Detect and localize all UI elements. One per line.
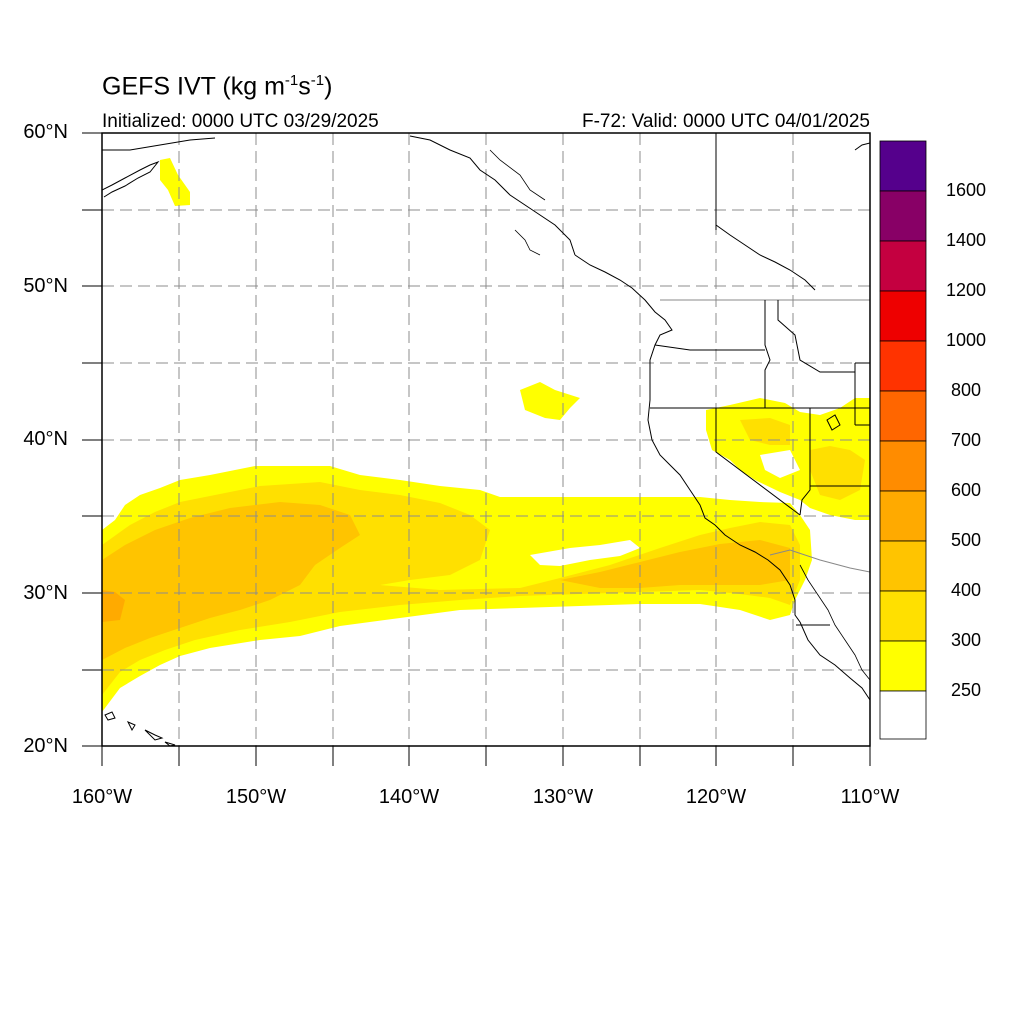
colorbar-swatch-400 [879, 540, 927, 592]
colorbar-label-300: 300 [950, 630, 982, 650]
colorbar-label-800: 800 [950, 380, 982, 400]
colorbar-label-1600: 1600 [945, 180, 987, 200]
graticule [102, 133, 870, 746]
coastlines [102, 135, 870, 746]
ivt-shade-400 [102, 502, 360, 660]
map-title: GEFS IVT (kg m-1s-1) [102, 72, 333, 101]
colorbar-label-250: 250 [950, 680, 982, 700]
lat-label-40: 40°N [23, 428, 68, 450]
colorbar [879, 140, 927, 740]
political-borders [650, 133, 870, 626]
lon-label-130w: 130°W [532, 786, 594, 808]
colorbar-swatch-1400 [879, 190, 927, 242]
colorbar-swatch-1200 [879, 240, 927, 292]
lat-label-60: 60°N [23, 121, 68, 143]
axis-ticks [82, 132, 871, 766]
ivt-field [102, 158, 870, 712]
colorbar-label-500: 500 [950, 530, 982, 550]
colorbar-label-700: 700 [950, 430, 982, 450]
lat-label-50: 50°N [23, 275, 68, 297]
colorbar-swatch-800 [879, 340, 927, 392]
colorbar-swatch-below [879, 690, 927, 740]
colorbar-swatch-300 [879, 590, 927, 642]
colorbar-swatch-600 [879, 440, 927, 492]
lon-label-140w: 140°W [378, 786, 440, 808]
colorbar-label-400: 400 [950, 580, 982, 600]
lon-label-150w: 150°W [225, 786, 287, 808]
colorbar-swatch-1000 [879, 290, 927, 342]
colorbar-swatch-250 [879, 640, 927, 692]
lat-label-20: 20°N [23, 735, 68, 757]
ivt-shade-500 [102, 590, 125, 622]
lon-label-110w: 110°W [840, 786, 900, 808]
colorbar-swatch-1600 [879, 140, 927, 192]
colorbar-swatch-500 [879, 490, 927, 542]
valid-time: F-72: Valid: 0000 UTC 04/01/2025 [582, 111, 870, 132]
colorbar-label-1200: 1200 [945, 280, 987, 300]
colorbar-label-1400: 1400 [945, 230, 987, 250]
lon-label-120w: 120°W [685, 786, 747, 808]
colorbar-label-1000: 1000 [945, 330, 987, 350]
lat-label-30: 30°N [23, 582, 68, 604]
lon-label-160w: 160°W [71, 786, 133, 808]
colorbar-swatch-700 [879, 390, 927, 442]
init-time: Initialized: 0000 UTC 03/29/2025 [102, 111, 379, 132]
colorbar-label-600: 600 [950, 480, 982, 500]
